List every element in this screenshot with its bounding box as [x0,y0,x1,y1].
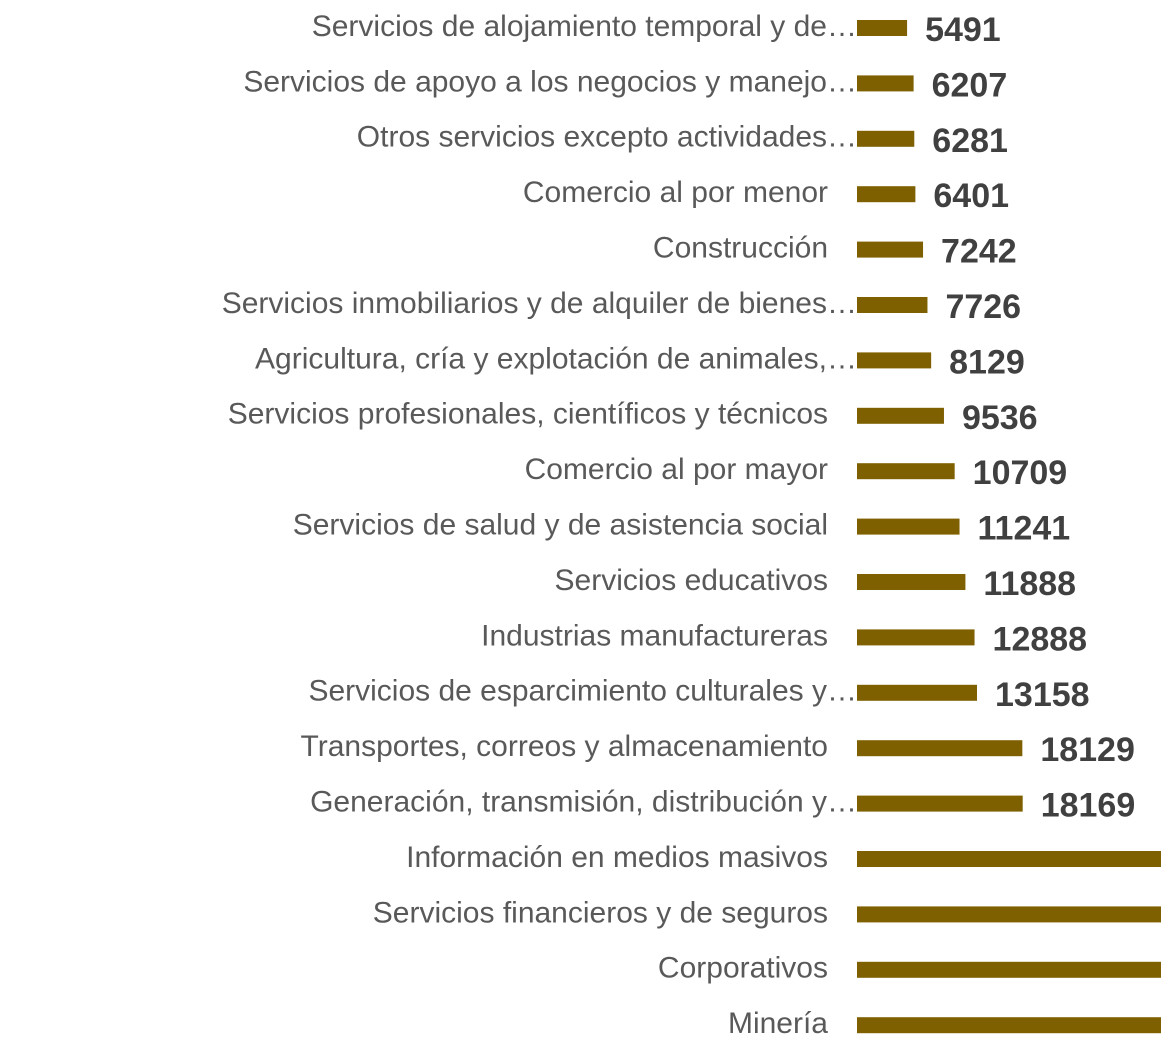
bar [857,629,975,646]
bar [857,130,915,147]
category-label: Servicios educativos [555,564,828,597]
category-label: Información en medios masivos [406,841,828,874]
value-label: 5491 [925,11,1001,49]
category-label: Servicios financieros y de seguros [373,896,828,929]
value-label: 6207 [932,66,1008,104]
category-label: Industrias manufactureras [481,619,828,652]
bar [857,740,1023,757]
bar [857,407,944,424]
category-label: Otros servicios excepto actividades… [357,121,857,154]
category-label: Transportes, correos y almacenamiento [301,730,828,763]
value-label: 7726 [945,288,1021,326]
value-label: 18129 [1040,731,1135,769]
bar [857,906,1161,923]
category-label: Comercio al por mayor [525,453,828,486]
value-label: 9536 [962,399,1038,437]
category-label: Agricultura, cría y explotación de anima… [255,342,857,375]
value-label: 11241 [978,510,1071,548]
bar [857,851,1161,867]
value-label: 6401 [933,177,1009,215]
bar [857,241,924,258]
category-label: Servicios inmobiliarios y de alquiler de… [222,287,857,320]
value-label: 6281 [932,122,1008,160]
value-label: 12888 [993,620,1088,658]
category-label: Servicios de esparcimiento culturales y… [308,675,857,708]
value-label: 10709 [973,454,1068,492]
category-label: Minería [728,1007,828,1040]
bar [857,795,1023,812]
bar [857,352,932,369]
category-label: Servicios de alojamiento temporal y de… [312,10,857,43]
value-label: 18169 [1041,787,1136,825]
bar [857,297,928,313]
category-label: Servicios de salud y de asistencia socia… [293,509,828,542]
value-label: 8129 [949,343,1025,381]
bar [857,20,908,36]
bar [857,961,1161,978]
value-label: 7242 [941,233,1017,271]
bar [857,186,916,203]
bar [857,574,966,590]
value-label: 11888 [983,565,1076,603]
bar [857,1017,1161,1034]
bar [857,518,960,535]
category-label: Corporativos [658,952,828,985]
bar [857,75,914,92]
category-label: Generación, transmisión, distribución y… [310,786,857,819]
bar [857,463,955,480]
category-label: Construcción [653,232,828,265]
category-label: Servicios profesionales, científicos y t… [228,398,828,431]
category-label: Servicios de apoyo a los negocios y mane… [243,65,857,98]
value-label: 13158 [995,676,1090,714]
bar [857,684,978,701]
category-label: Comercio al por menor [523,176,828,209]
